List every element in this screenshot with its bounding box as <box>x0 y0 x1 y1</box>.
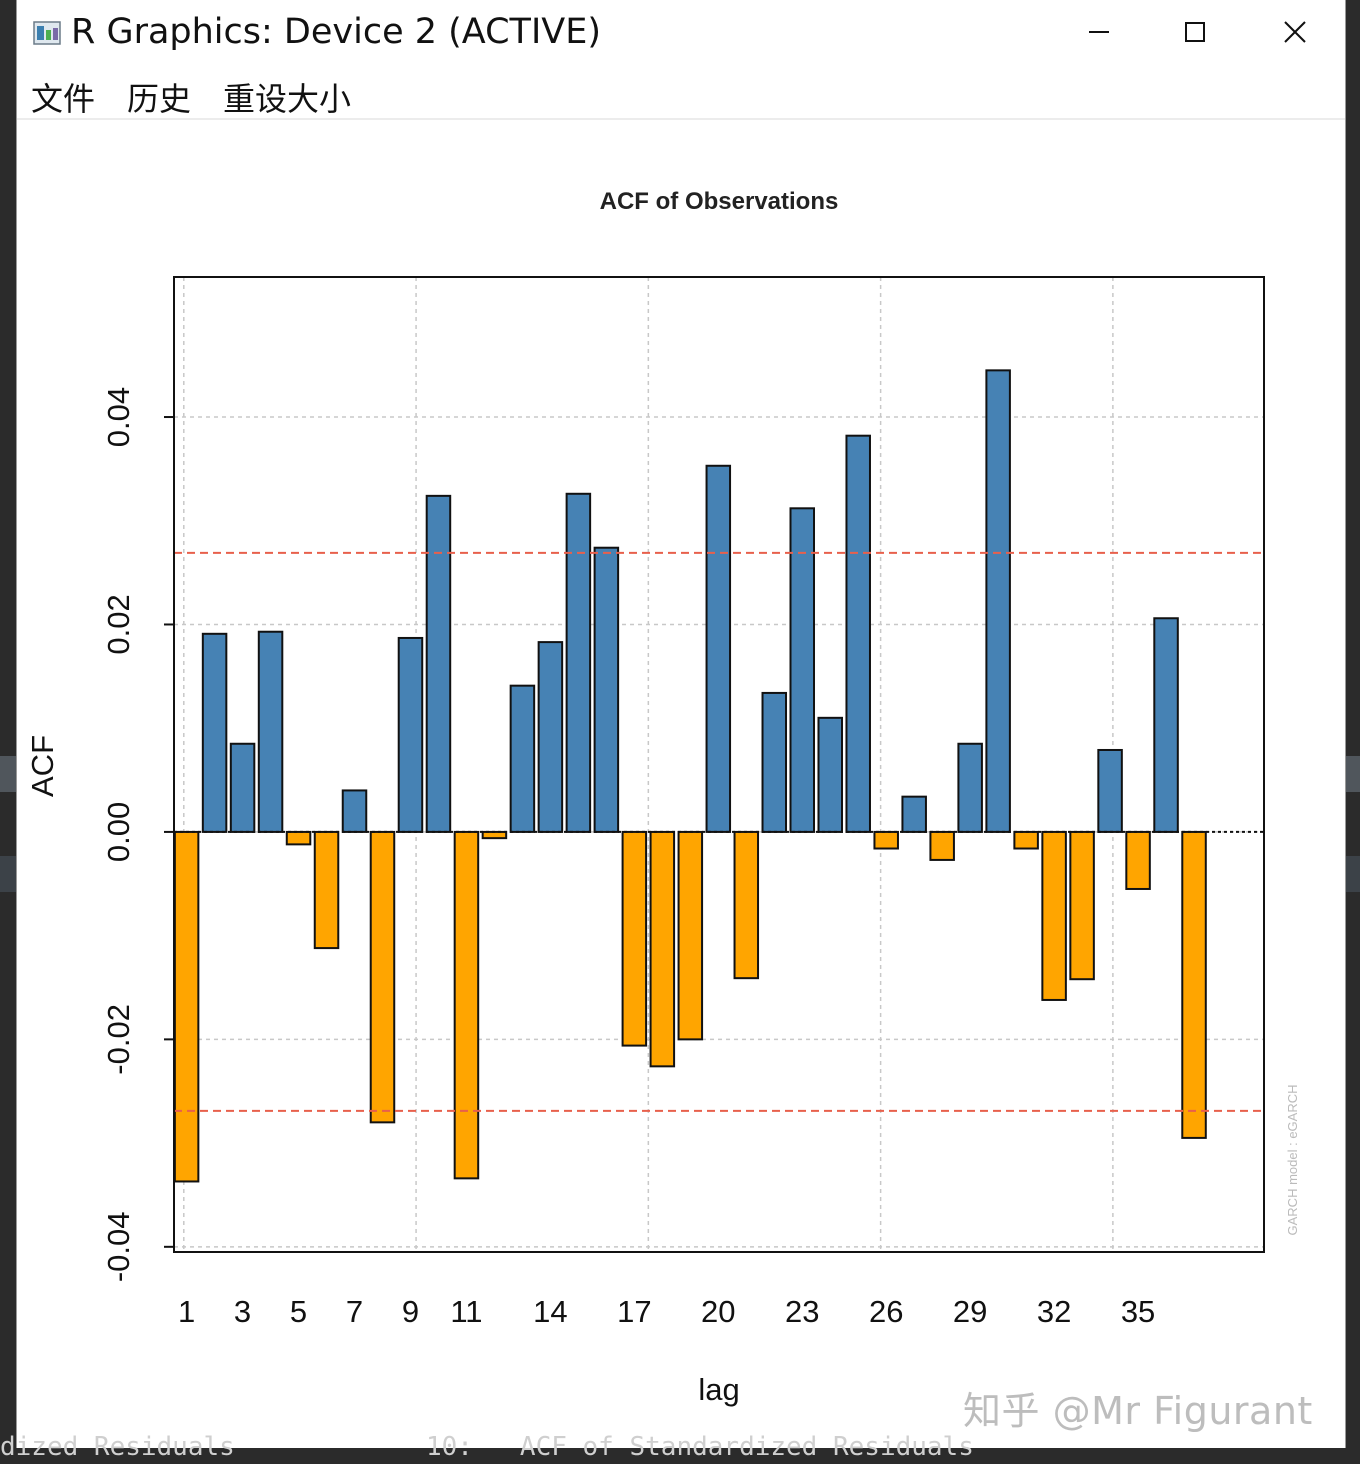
close-icon <box>1284 21 1306 43</box>
acf-bar <box>313 830 340 950</box>
acf-bar <box>1069 830 1095 981</box>
y-axis-label: ACF <box>25 735 60 797</box>
menu-history[interactable]: 历史 <box>127 80 192 118</box>
acf-bar <box>705 464 732 833</box>
acf-bar <box>369 830 396 1124</box>
maximize-button[interactable] <box>1165 12 1225 52</box>
acf-bar <box>537 641 564 833</box>
console-background <box>0 0 16 1464</box>
acf-bar <box>957 742 983 833</box>
acf-bar <box>789 507 816 833</box>
console-highlight <box>0 756 16 792</box>
window-title: R Graphics: Device 2 (ACTIVE) <box>71 12 601 52</box>
y-tick-label: 0.00 <box>101 802 136 862</box>
x-tick-label: 7 <box>346 1294 363 1329</box>
x-tick-label: 29 <box>953 1294 987 1329</box>
acf-bar <box>677 830 704 1041</box>
x-tick-label: 35 <box>1121 1294 1155 1329</box>
r-graphics-icon <box>33 21 61 45</box>
acf-bar <box>593 546 620 833</box>
menu-file[interactable]: 文件 <box>31 80 96 118</box>
acf-bar <box>201 632 228 833</box>
console-line-right: 10: ACF of Standardized Residuals <box>426 1432 974 1462</box>
acf-bar <box>1153 617 1179 833</box>
title-bar[interactable]: R Graphics: Device 2 (ACTIVE) <box>17 0 1345 66</box>
console-highlight-right <box>1344 756 1360 792</box>
acf-bar <box>817 716 843 833</box>
acf-bar <box>257 630 284 833</box>
minimize-button[interactable] <box>1069 12 1129 52</box>
acf-bar <box>425 494 452 833</box>
acf-bar <box>985 369 1011 833</box>
acf-bar <box>341 789 368 833</box>
acf-chart: -0.04-0.020.000.020.041 3 5 7 9 11 14 17 20 23 26 2… <box>25 188 1300 1407</box>
acf-bar <box>621 830 648 1047</box>
y-tick-label: 0.02 <box>101 594 136 654</box>
acf-bar <box>761 691 788 833</box>
acf-bar <box>929 830 955 861</box>
plot-area: -0.04 -0.02 0.00 0.02 0.04 1 3 5 7 9 11 14 17 20 23 26 2… <box>17 120 1345 1448</box>
acf-bar <box>1181 830 1207 1139</box>
console-highlight <box>0 856 16 892</box>
acf-bar <box>565 492 592 833</box>
x-tick-label: 9 <box>402 1294 419 1329</box>
acf-bar <box>901 795 927 833</box>
x-tick-label: 26 <box>869 1294 903 1329</box>
x-axis-label: lag <box>698 1372 739 1407</box>
r-graphics-window: R Graphics: Device 2 (ACTIVE) 文件 历史 重设大小… <box>16 0 1346 1448</box>
x-tick-label: 17 <box>617 1294 651 1329</box>
y-tick-label: 0.04 <box>101 387 136 447</box>
chart-title: ACF of Observations <box>600 188 839 215</box>
close-button[interactable] <box>1265 12 1325 52</box>
x-tick-label: 1 <box>178 1294 195 1329</box>
console-line-left: dized Residuals <box>0 1432 235 1462</box>
x-tick-label: 3 <box>234 1294 251 1329</box>
menu-resize[interactable]: 重设大小 <box>223 80 352 118</box>
model-side-label: GARCH model : eGARCH <box>1285 1085 1300 1236</box>
y-tick-label: -0.02 <box>101 1004 136 1075</box>
acf-bar <box>649 830 676 1068</box>
console-highlight-right <box>1344 856 1360 892</box>
y-tick-label: -0.04 <box>101 1211 136 1282</box>
acf-bar <box>1125 830 1151 890</box>
acf-bar <box>873 830 899 850</box>
acf-bar <box>453 830 480 1180</box>
acf-bar <box>845 434 871 833</box>
acf-bar <box>173 830 200 1183</box>
acf-bar <box>1097 748 1123 833</box>
x-tick-label: 5 <box>290 1294 307 1329</box>
maximize-icon <box>1185 22 1205 42</box>
acf-bar <box>509 684 536 833</box>
menu-bar: 文件 历史 重设大小 <box>17 66 1345 120</box>
acf-bar <box>397 636 424 833</box>
x-tick-label: 32 <box>1037 1294 1071 1329</box>
x-tick-label: 14 <box>533 1294 567 1329</box>
plot-frame <box>173 276 1265 1253</box>
x-tick-label: 23 <box>785 1294 819 1329</box>
x-tick-label: 20 <box>701 1294 735 1329</box>
watermark: 知乎 @Mr Figurant <box>963 1389 1313 1433</box>
acf-bar <box>285 830 312 846</box>
x-tick-label: 11 <box>450 1294 482 1329</box>
acf-bar <box>733 830 760 980</box>
acf-bar <box>1013 830 1039 850</box>
acf-bar <box>229 742 256 833</box>
acf-bar <box>1041 830 1067 1001</box>
minimize-icon <box>1089 31 1109 33</box>
